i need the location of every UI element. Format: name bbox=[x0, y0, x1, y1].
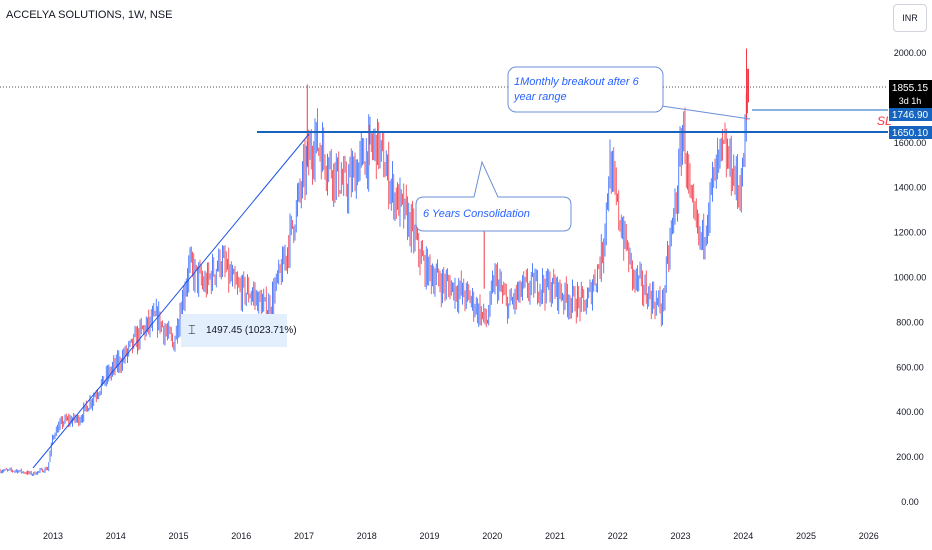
time-axis-tick: 2025 bbox=[796, 531, 816, 541]
drawings-layer: 1Monthly breakout after 6 year range 6 Y… bbox=[0, 66, 892, 469]
consolidation-callout-box[interactable] bbox=[415, 160, 572, 232]
price-axis-tick: 1000.00 bbox=[894, 273, 927, 283]
price-axis-tick: 1200.00 bbox=[894, 228, 927, 238]
price-axis-tick: 800.00 bbox=[896, 317, 924, 327]
time-axis-tick: 2016 bbox=[231, 531, 251, 541]
price-axis-tick: 600.00 bbox=[896, 362, 924, 372]
breakout-callout-line-1: 1Monthly breakout after 6 bbox=[514, 76, 640, 88]
measure-icon: ⌶ bbox=[188, 322, 196, 337]
countdown-value: 3d 1h bbox=[899, 96, 922, 106]
level-1-value: 1746.90 bbox=[892, 110, 929, 121]
time-axis-tick: 2018 bbox=[357, 531, 377, 541]
time-axis-tick: 2014 bbox=[106, 531, 126, 541]
current-price-value: 1855.15 bbox=[892, 83, 929, 94]
breakout-callout-line-2: year range bbox=[513, 91, 567, 103]
chart-title: ACCELYA SOLUTIONS, 1W, NSE bbox=[6, 9, 173, 21]
measure-box[interactable] bbox=[181, 314, 287, 347]
sl-label: SL bbox=[877, 114, 892, 128]
current-price-tag bbox=[889, 80, 932, 108]
time-axis-tick: 2013 bbox=[43, 531, 63, 541]
currency-selector[interactable]: INR bbox=[893, 4, 927, 32]
time-axis-tick: 2022 bbox=[608, 531, 628, 541]
time-axis-tick: 2024 bbox=[733, 531, 753, 541]
candles-layer bbox=[0, 48, 749, 476]
time-axis-tick: 2017 bbox=[294, 531, 314, 541]
price-axis-tick: 1400.00 bbox=[894, 183, 927, 193]
time-axis-tick: 2020 bbox=[482, 531, 502, 541]
callout-pointer bbox=[654, 104, 751, 120]
consolidation-callout-text: 6 Years Consolidation bbox=[423, 208, 530, 220]
time-axis-tick: 2015 bbox=[168, 531, 188, 541]
price-axis-tick: 0.00 bbox=[901, 497, 919, 507]
time-axis-tick: 2021 bbox=[545, 531, 565, 541]
price-axis-tick: 2000.00 bbox=[894, 48, 927, 58]
level-2-value: 1650.10 bbox=[892, 128, 929, 139]
level-1-tag bbox=[889, 108, 932, 121]
price-axis-tick: 200.00 bbox=[896, 452, 924, 462]
breakout-callout-box[interactable] bbox=[507, 66, 664, 113]
time-axis-tick: 2023 bbox=[670, 531, 690, 541]
price-axis-tick: 1600.00 bbox=[894, 138, 927, 148]
trend-line[interactable] bbox=[32, 133, 310, 469]
price-tags: 1855.15 3d 1h 1746.90 1650.10 bbox=[889, 80, 932, 139]
time-axis: 2013 2014 2015 2016 2017 2018 2019 2020 2021 2022… bbox=[43, 531, 879, 541]
time-axis-tick: 2026 bbox=[859, 531, 879, 541]
time-axis-tick: 2019 bbox=[419, 531, 439, 541]
measure-label: 1497.45 (1023.71%) bbox=[206, 325, 297, 336]
price-axis-tick: 400.00 bbox=[896, 407, 924, 417]
level-2-tag bbox=[889, 126, 932, 139]
